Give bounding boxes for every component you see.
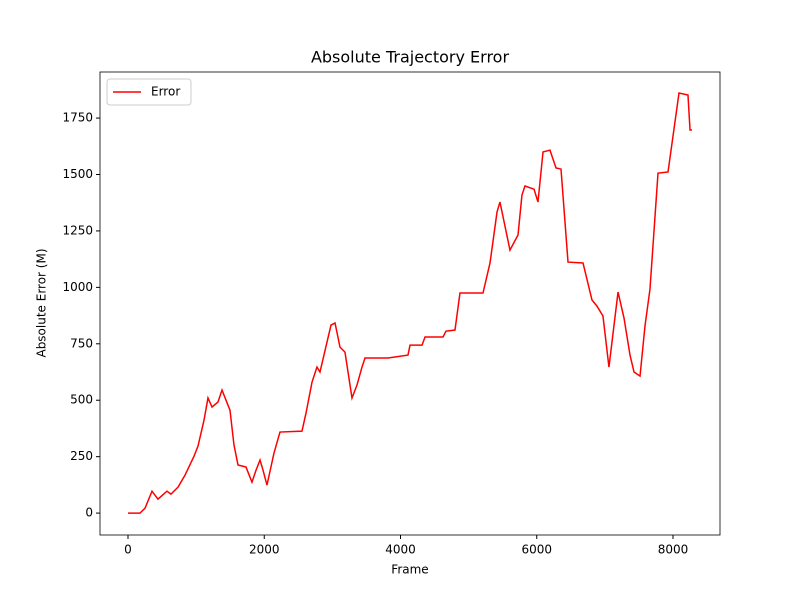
y-tick-label: 750 — [70, 336, 93, 350]
legend-box — [106, 78, 192, 106]
x-tick-label: 0 — [124, 543, 132, 557]
y-tick-label: 250 — [70, 449, 93, 463]
x-tick-label: 8000 — [658, 543, 689, 557]
x-tick-label: 4000 — [385, 543, 416, 557]
y-tick-label: 1750 — [62, 111, 93, 125]
x-axis-label: Frame — [391, 563, 428, 577]
y-tick-label: 0 — [85, 506, 93, 520]
y-axis-label: Absolute Error (M) — [35, 248, 49, 357]
data-line — [127, 92, 693, 514]
x-tick-label: 6000 — [521, 543, 552, 557]
legend-label: Error — [151, 85, 180, 99]
y-tick-label: 500 — [70, 393, 93, 407]
y-tick-label: 1250 — [62, 223, 93, 237]
y-tick-label: 1000 — [62, 280, 93, 294]
plot-frame — [99, 71, 721, 536]
y-tick-label: 1500 — [62, 167, 93, 181]
x-tick-label: 2000 — [249, 543, 280, 557]
chart-title: Absolute Trajectory Error — [311, 48, 510, 67]
